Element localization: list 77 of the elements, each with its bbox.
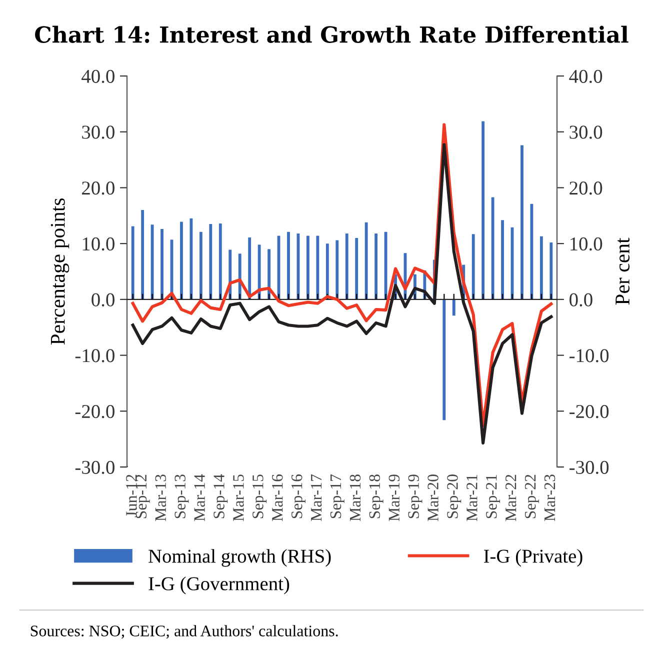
- y2-tick-label: 20.0: [570, 182, 602, 195]
- bar: [452, 299, 456, 316]
- x-tick-label: Sep-16: [291, 474, 306, 518]
- x-tick-label: Jun-12: [126, 474, 137, 518]
- y2-tick-label: 40.0: [569, 70, 602, 84]
- x-tick-label: Mar-18: [350, 474, 361, 522]
- x-tick-label: Sep-21: [486, 474, 500, 518]
- x-tick-label: Sep-14: [214, 474, 228, 518]
- x-tick-label: Mar-14: [194, 474, 205, 522]
- bar: [540, 236, 543, 300]
- bar: [501, 220, 504, 300]
- bar: [491, 197, 494, 300]
- x-tick-label: Mar-19: [388, 474, 400, 522]
- bar: [306, 236, 310, 300]
- x-tick-label: Mar-13: [155, 474, 166, 522]
- bar: [472, 234, 475, 300]
- bar: [345, 234, 348, 300]
- x-tick-label: Sep-22: [524, 474, 539, 518]
- x-tick-label: Mar-23: [544, 474, 556, 522]
- bar: [141, 210, 144, 300]
- x-tick-label: Mar-16: [272, 474, 283, 522]
- y2-tick-label: 0.0: [570, 293, 592, 306]
- bar: [150, 224, 154, 300]
- bar: [520, 145, 524, 300]
- bar: [316, 236, 320, 300]
- y2-axis-title: Per cent: [616, 238, 630, 305]
- y-tick-label: 40.0: [82, 70, 114, 84]
- bar: [442, 299, 446, 420]
- bar: [336, 240, 339, 300]
- chart-title: Chart 14: Interest and Growth Rate Differential: [35, 26, 628, 43]
- y-tick-label: -20.0: [75, 404, 114, 418]
- x-tick-label: Mar-17: [310, 474, 322, 522]
- bar: [180, 222, 183, 300]
- bar: [190, 218, 193, 300]
- x-tick-label: Sep-17: [330, 474, 344, 518]
- y2-tick-label: -10.0: [570, 349, 609, 362]
- bar: [374, 234, 378, 300]
- y-tick-label: 30.0: [82, 126, 114, 139]
- y-axis-title: Percentage points: [50, 198, 70, 345]
- bar: [287, 232, 290, 300]
- bar: [530, 204, 534, 300]
- x-tick-label: Mar-20: [428, 474, 438, 522]
- bar: [131, 226, 134, 300]
- bar: [258, 244, 261, 300]
- y2-tick-label: -30.0: [570, 460, 609, 474]
- y2-tick-label: -20.0: [570, 404, 609, 418]
- x-tick-label: Sep-20: [447, 474, 462, 518]
- bar: [482, 121, 485, 300]
- x-tick-label: Sep-18: [369, 474, 384, 518]
- y2-tick-label: 10.0: [570, 237, 602, 251]
- bar: [268, 249, 270, 300]
- bar: [209, 224, 212, 300]
- bar: [160, 229, 164, 300]
- y-tick-label: -30.0: [75, 460, 114, 474]
- x-tick-label: Mar-15: [233, 474, 244, 522]
- y2-tick-label: 30.0: [570, 126, 602, 139]
- bar: [364, 222, 368, 300]
- bar: [326, 244, 329, 300]
- legend-label: Nominal growth (RHS): [148, 549, 331, 567]
- bar: [550, 242, 553, 300]
- legend-label: I-G (Private): [484, 549, 582, 567]
- x-tick-label: Sep-15: [252, 474, 267, 518]
- y-tick-label: 0.0: [92, 293, 114, 306]
- x-tick-label: Mar-21: [466, 474, 478, 522]
- x-tick-label: Sep-13: [174, 474, 189, 518]
- y-tick-label: -10.0: [75, 349, 114, 362]
- y-tick-label: 20.0: [82, 182, 114, 195]
- bar: [199, 232, 202, 300]
- x-tick-label: Sep-19: [408, 474, 422, 518]
- source-note: Sources: NSO; CEIC; and Authors' calculations.: [30, 625, 338, 639]
- legend-label: I-G (Government): [148, 576, 290, 594]
- bar: [218, 223, 222, 300]
- bar: [248, 237, 252, 300]
- x-tick-label: Mar-22: [506, 474, 516, 522]
- x-tick-label: Sep-12: [136, 474, 150, 518]
- y-tick-label: 10.0: [82, 237, 114, 251]
- bar: [355, 238, 358, 300]
